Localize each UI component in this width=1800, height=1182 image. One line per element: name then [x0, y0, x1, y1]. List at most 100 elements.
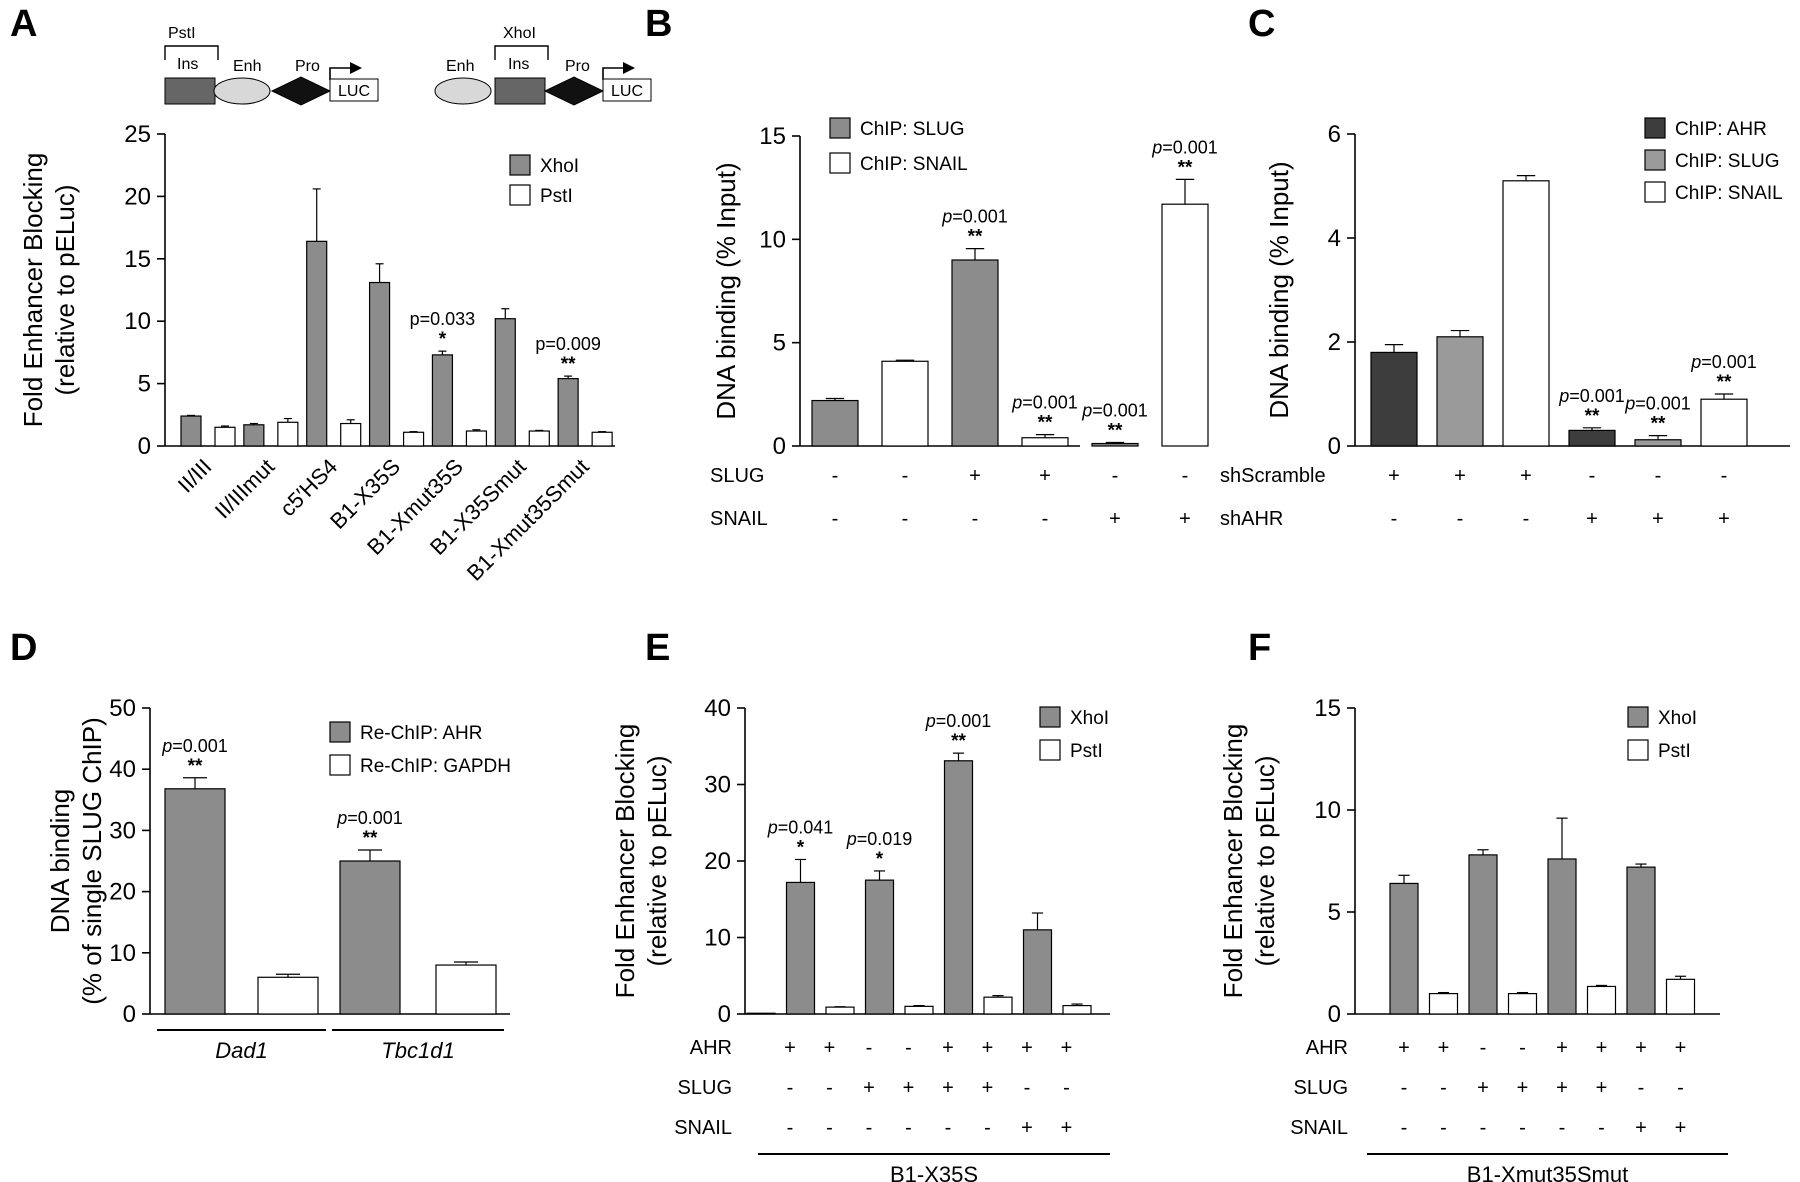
bar-psti	[1428, 992, 1459, 1015]
y-tick-label: 0	[138, 433, 151, 460]
condition-sign: -	[1391, 508, 1398, 530]
y-tick-label: 20	[109, 879, 136, 906]
bar	[1161, 203, 1209, 447]
legend-label: PstI	[540, 186, 573, 207]
significance-stars: **	[968, 227, 983, 248]
condition-sign: -	[1655, 465, 1662, 487]
condition-label: SNAIL	[674, 1117, 732, 1139]
legend-label: ChIP: SLUG	[1675, 151, 1780, 172]
y-tick-label: 5	[138, 371, 151, 398]
bar-xhoi	[943, 760, 974, 1015]
legend-swatch	[509, 184, 531, 206]
legend-swatch	[829, 152, 851, 174]
significance-stars: **	[1178, 157, 1193, 178]
condition-sign: -	[1440, 1117, 1447, 1139]
condition-sign: -	[905, 1037, 912, 1059]
construct-label: B1-X35S	[890, 1162, 978, 1182]
significance-stars: **	[1108, 420, 1123, 441]
bar-psti	[528, 430, 550, 447]
condition-label: AHR	[1306, 1037, 1348, 1059]
bar	[881, 360, 929, 447]
bar-psti	[277, 421, 299, 447]
y-tick-label: 5	[773, 330, 786, 357]
insulator-label: Ins	[177, 56, 198, 73]
bar-psti	[591, 431, 613, 447]
bar-xhoi	[494, 318, 516, 447]
condition-sign: -	[1182, 465, 1189, 487]
bar-psti	[465, 430, 488, 447]
condition-sign: -	[1024, 1077, 1031, 1099]
insulator-label: Ins	[508, 56, 529, 73]
legend-label: XhoI	[1658, 708, 1697, 729]
bar-psti	[1665, 978, 1696, 1015]
condition-sign: +	[969, 465, 981, 487]
y-tick-label: 20	[124, 183, 151, 210]
y-axis-title: (relative to pELuc)	[1250, 756, 1280, 967]
condition-sign: -	[1440, 1077, 1447, 1099]
promoter-diamond	[543, 76, 605, 106]
bracket	[164, 45, 219, 60]
luc-label: LUC	[338, 83, 370, 100]
y-tick-label: 15	[124, 246, 151, 273]
bar-xhoi	[368, 281, 391, 447]
y-axis-title: (relative to pELuc)	[50, 185, 80, 396]
condition-label: SLUG	[1294, 1077, 1348, 1099]
bar-psti	[746, 1012, 776, 1015]
condition-sign: -	[984, 1117, 991, 1139]
legend-swatch	[329, 754, 351, 776]
construct-label: B1-Xmut35Smut	[1467, 1162, 1628, 1182]
y-tick-label: 2	[1328, 329, 1341, 356]
condition-sign: -	[1559, 1117, 1566, 1139]
bar	[1634, 439, 1682, 447]
category-label: Dad1	[215, 1038, 268, 1063]
bar-psti	[1062, 1004, 1092, 1015]
arrow-icon	[602, 67, 623, 80]
y-tick-label: 4	[1328, 225, 1341, 252]
arrow-head-icon	[623, 62, 635, 74]
y-tick-label: 5	[1328, 899, 1341, 926]
site-label: XhoI	[503, 25, 536, 42]
p-value-label: p=0.001	[1151, 137, 1218, 157]
arrow-icon	[329, 67, 350, 80]
panel-letter: F	[1248, 627, 1271, 669]
condition-sign: -	[1042, 508, 1049, 530]
condition-label: shScramble	[1220, 465, 1326, 487]
legend-label: ChIP: AHR	[1675, 119, 1767, 140]
y-tick-label: 0	[123, 1001, 136, 1028]
condition-sign: +	[1556, 1077, 1568, 1099]
condition-sign: -	[866, 1037, 873, 1059]
p-value-label: p=0.001	[1081, 400, 1148, 420]
condition-sign: -	[832, 465, 839, 487]
condition-sign: +	[1039, 465, 1051, 487]
legend-swatch	[1644, 149, 1666, 171]
condition-sign: +	[1718, 508, 1730, 530]
bar-xhoi	[557, 378, 579, 447]
significance-stars: **	[1585, 406, 1600, 427]
promoter-label: Pro	[295, 58, 320, 75]
bar-xhoi	[431, 354, 454, 447]
p-value-label: p=0.001	[925, 711, 992, 731]
condition-sign: +	[1520, 465, 1532, 487]
p-value-label: p=0.001	[1011, 393, 1078, 413]
p-value-label: p=0.009	[535, 334, 601, 354]
enhancer-ellipse	[434, 77, 492, 105]
legend-swatch	[1039, 739, 1061, 761]
condition-sign: +	[1021, 1037, 1033, 1059]
condition-label: SNAIL	[710, 508, 768, 530]
condition-sign: -	[1401, 1077, 1408, 1099]
y-tick-label: 10	[704, 925, 731, 952]
bar	[1370, 351, 1418, 447]
bar-xhoi	[864, 879, 895, 1015]
bar	[339, 860, 401, 1015]
legend-label: XhoI	[540, 156, 579, 177]
condition-sign: +	[1652, 508, 1664, 530]
condition-sign: +	[1556, 1037, 1568, 1059]
panel-a: PstI Ins Enh Pro LUC Enh XhoI Ins Pro LUC 0 5 10 15 20…	[18, 25, 652, 586]
legend-label: PstI	[1658, 741, 1691, 762]
bar-xhoi	[306, 240, 328, 447]
y-tick-label: 10	[1314, 797, 1341, 824]
condition-sign: -	[787, 1117, 794, 1139]
condition-sign: +	[1517, 1077, 1529, 1099]
condition-sign: +	[1586, 508, 1598, 530]
